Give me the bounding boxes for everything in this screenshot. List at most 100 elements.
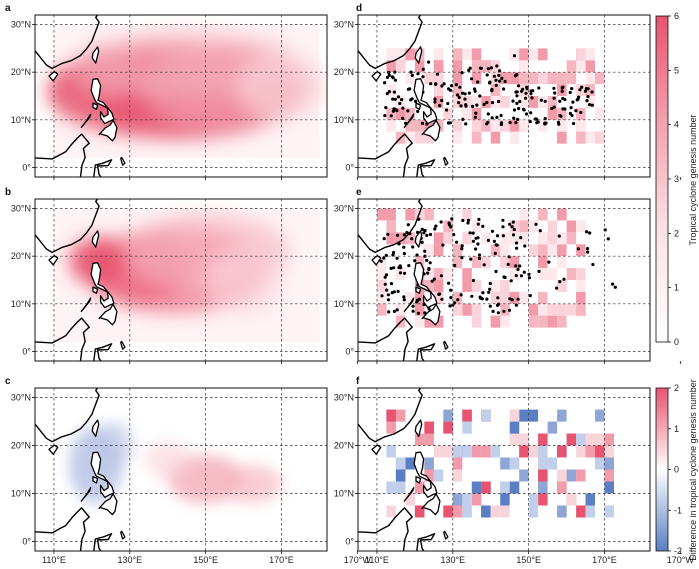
genesis-point [514, 274, 518, 278]
grid-cell [500, 493, 510, 506]
genesis-points [383, 54, 594, 127]
genesis-point [415, 300, 419, 304]
grid-cell [538, 96, 548, 108]
grid-cell [424, 433, 434, 446]
graticule [358, 15, 650, 177]
grid-cell [452, 72, 463, 85]
grid-cell [538, 244, 548, 257]
island-outline [92, 476, 99, 484]
grid-cell [452, 493, 463, 506]
genesis-point [389, 266, 393, 270]
grid-cell [585, 96, 595, 108]
panel-d: d30°N 20°N 10°N 0° [334, 3, 681, 180]
grid-cell [547, 268, 558, 280]
grid-cell [471, 60, 482, 73]
genesis-point [501, 218, 505, 222]
genesis-point [445, 108, 449, 112]
graticule [35, 388, 327, 551]
lat-tick-label: 0° [22, 536, 31, 546]
genesis-point [493, 251, 497, 255]
coastlines [358, 15, 449, 177]
grid-cell [509, 256, 520, 269]
grid-cell [405, 291, 415, 304]
genesis-point [391, 76, 395, 80]
colorbar-top-ticks: 0 1 2 3 4 5 6 [668, 11, 679, 347]
grid-cell [538, 481, 548, 494]
genesis-point [568, 90, 572, 95]
genesis-point [591, 262, 595, 267]
genesis-point [557, 234, 561, 238]
grid-cell [519, 48, 529, 61]
grid-cell [424, 208, 434, 221]
grid-cell [538, 208, 548, 221]
genesis-point [537, 86, 541, 90]
genesis-point [603, 228, 607, 232]
lat-tick-label: 10°N [11, 299, 31, 309]
grid-cell [490, 445, 501, 458]
genesis-point [406, 87, 410, 91]
grid-cell [433, 268, 444, 280]
grid-cell [528, 493, 539, 506]
grid-cell [395, 48, 406, 61]
genesis-point [402, 233, 406, 237]
grid-cell [519, 409, 529, 422]
island-outline [371, 444, 382, 455]
difference-blob [95, 421, 134, 470]
lon-tick-label: 170°E [592, 555, 617, 565]
grid-cell [386, 107, 396, 120]
genesis-point [432, 277, 436, 281]
genesis-point [508, 222, 512, 226]
genesis-point [403, 271, 407, 275]
grid-cell [538, 445, 548, 458]
island-outline [414, 419, 423, 438]
genesis-point [491, 309, 495, 313]
genesis-point [518, 264, 522, 268]
grid-cell [500, 96, 510, 108]
genesis-point [420, 121, 425, 125]
genesis-point [409, 70, 413, 74]
genesis-point [449, 288, 453, 292]
grid-cell [604, 445, 614, 458]
grid-cell [509, 72, 520, 85]
genesis-point [510, 298, 514, 302]
genesis-point [524, 112, 529, 116]
grid-cell [585, 72, 595, 85]
genesis-point [380, 294, 384, 298]
genesis-point [499, 122, 503, 127]
genesis-point [386, 232, 390, 236]
island-outline [422, 480, 438, 498]
genesis-point [463, 92, 467, 96]
grid-cell [490, 84, 501, 96]
island-outline [421, 119, 441, 142]
grid-cell [471, 280, 482, 292]
genesis-point [393, 107, 397, 111]
grid-cell [471, 220, 482, 233]
lat-tick-label: 20°N [334, 441, 354, 451]
genesis-point [425, 233, 429, 237]
genesis-point [460, 256, 464, 260]
genesis-point [576, 97, 580, 101]
grid-cell [424, 131, 434, 144]
grid-cell [538, 119, 548, 132]
genesis-point [447, 221, 451, 225]
colorbar-tick-label: 3 [674, 174, 679, 184]
genesis-point [385, 75, 390, 79]
genesis-point [516, 297, 520, 301]
grid-cell [433, 244, 444, 257]
genesis-point [586, 95, 590, 99]
grid-cell [462, 303, 472, 316]
genesis-point [486, 120, 490, 124]
genesis-point [515, 73, 519, 77]
grid-cell [490, 96, 501, 108]
island-outline [403, 297, 415, 313]
grid-cell [500, 232, 510, 245]
grid-cell [500, 315, 510, 328]
lon-tick-label: 130°E [117, 555, 142, 565]
genesis-point [471, 104, 475, 108]
genesis-point [494, 83, 498, 87]
genesis-point [580, 85, 584, 89]
genesis-point [517, 106, 521, 111]
grid-cell [405, 48, 415, 61]
grid-cell [386, 119, 396, 132]
